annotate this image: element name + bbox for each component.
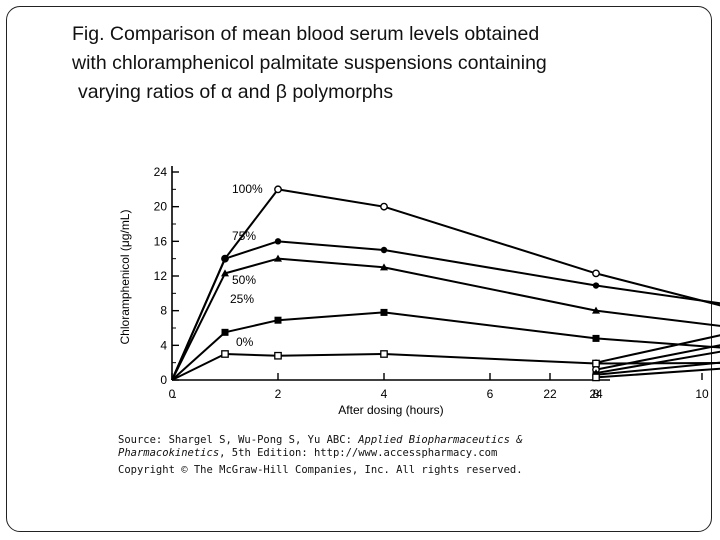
- series-segment: [171, 272, 226, 381]
- source-copyright: Copyright © The McGraw-Hill Companies, I…: [118, 464, 523, 476]
- series-segment: [595, 350, 720, 375]
- source-citation: Source: Shargel S, Wu-Pong S, Yu ABC: Ap…: [118, 434, 588, 477]
- x-axis-title: After dosing (hours): [338, 403, 443, 417]
- x-tick-label: 6: [487, 387, 494, 401]
- data-point: [592, 334, 600, 342]
- data-point: [592, 306, 600, 314]
- x-tick-label: 24: [589, 387, 603, 401]
- series-label: 25%: [230, 292, 254, 306]
- data-point: [221, 328, 229, 336]
- series-label: 0%: [236, 335, 254, 349]
- series-segment: [224, 240, 279, 260]
- source-edition: , 5th Edition: http://www.accesspharmacy…: [219, 447, 498, 459]
- caption-line-2: with chloramphenicol palmitate suspensio…: [72, 52, 547, 74]
- series-segment: [277, 240, 385, 251]
- y-axis-title: Chloramphenicol (μg/mL): [118, 210, 132, 345]
- series-segment: [277, 353, 385, 357]
- series-segment: [383, 311, 597, 340]
- y-tick-label: 16: [154, 234, 168, 248]
- source-book-title-2: Pharmacokinetics: [118, 447, 220, 459]
- series-segment: [595, 337, 720, 349]
- series-segment: [277, 311, 385, 322]
- x-tick-label: 4: [381, 387, 388, 401]
- data-point: [592, 373, 600, 382]
- data-point: [274, 254, 282, 262]
- data-point: [221, 350, 229, 358]
- y-tick-label: 0: [160, 373, 167, 387]
- x-tick-label: 10: [695, 387, 709, 401]
- x-tick-label: 8: [593, 387, 600, 401]
- series-segment: [383, 249, 597, 287]
- series-segment: [595, 309, 720, 327]
- data-point: [592, 269, 600, 278]
- series-label: 75%: [232, 229, 256, 243]
- series-segment: [595, 334, 720, 364]
- data-point: [221, 269, 229, 277]
- y-tick-label: 20: [154, 200, 168, 214]
- series-segment: [171, 258, 226, 381]
- series-segment: [277, 257, 385, 269]
- series-segment: [171, 331, 226, 381]
- series-segment: [383, 205, 597, 275]
- data-point: [380, 246, 388, 254]
- series-segment: [595, 362, 720, 365]
- series-segment: [595, 367, 720, 379]
- series-label: 50%: [232, 273, 256, 287]
- source-book-title-1: Applied Biopharmaceutics &: [358, 434, 523, 446]
- series-segment: [383, 353, 597, 365]
- series-segment: [277, 188, 385, 208]
- data-point: [380, 308, 388, 316]
- data-point: [380, 350, 388, 358]
- slide-frame: [6, 6, 712, 532]
- series-segment: [171, 353, 226, 381]
- data-point: [221, 255, 229, 262]
- x-tick-label: 22: [543, 387, 557, 401]
- series-segment: [224, 188, 279, 260]
- data-point: [380, 263, 388, 271]
- figure-caption: Fig. Comparison of mean blood serum leve…: [72, 20, 692, 107]
- data-point: [274, 316, 282, 324]
- source-prefix: Source: Shargel S, Wu-Pong S, Yu ABC:: [118, 434, 359, 446]
- source-line-1: Source: Shargel S, Wu-Pong S, Yu ABC: Ap…: [118, 434, 588, 447]
- series-segment: [224, 257, 279, 275]
- caption-line-1: Fig. Comparison of mean blood serum leve…: [72, 23, 540, 45]
- source-line-2: Pharmacokinetics, 5th Edition: http://ww…: [118, 447, 588, 460]
- series-segment: [224, 353, 279, 357]
- data-point: [592, 359, 600, 368]
- data-point: [380, 202, 388, 211]
- series-segment: [224, 319, 279, 334]
- data-point: [274, 351, 282, 360]
- series-label: 100%: [232, 182, 263, 196]
- x-tick-label: 2: [275, 387, 282, 401]
- y-tick-label: 8: [160, 304, 167, 318]
- x-tick-label: 0: [169, 387, 176, 401]
- y-tick-label: 12: [154, 269, 168, 283]
- data-point: [274, 238, 282, 245]
- data-point: [274, 185, 282, 194]
- series-segment: [595, 284, 720, 305]
- series-segment: [383, 266, 597, 312]
- data-point: [592, 282, 600, 289]
- y-tick-label: 24: [154, 165, 168, 179]
- y-tick-label: 4: [160, 338, 167, 352]
- caption-line-3: varying ratios of α and β polymorphs: [78, 81, 394, 103]
